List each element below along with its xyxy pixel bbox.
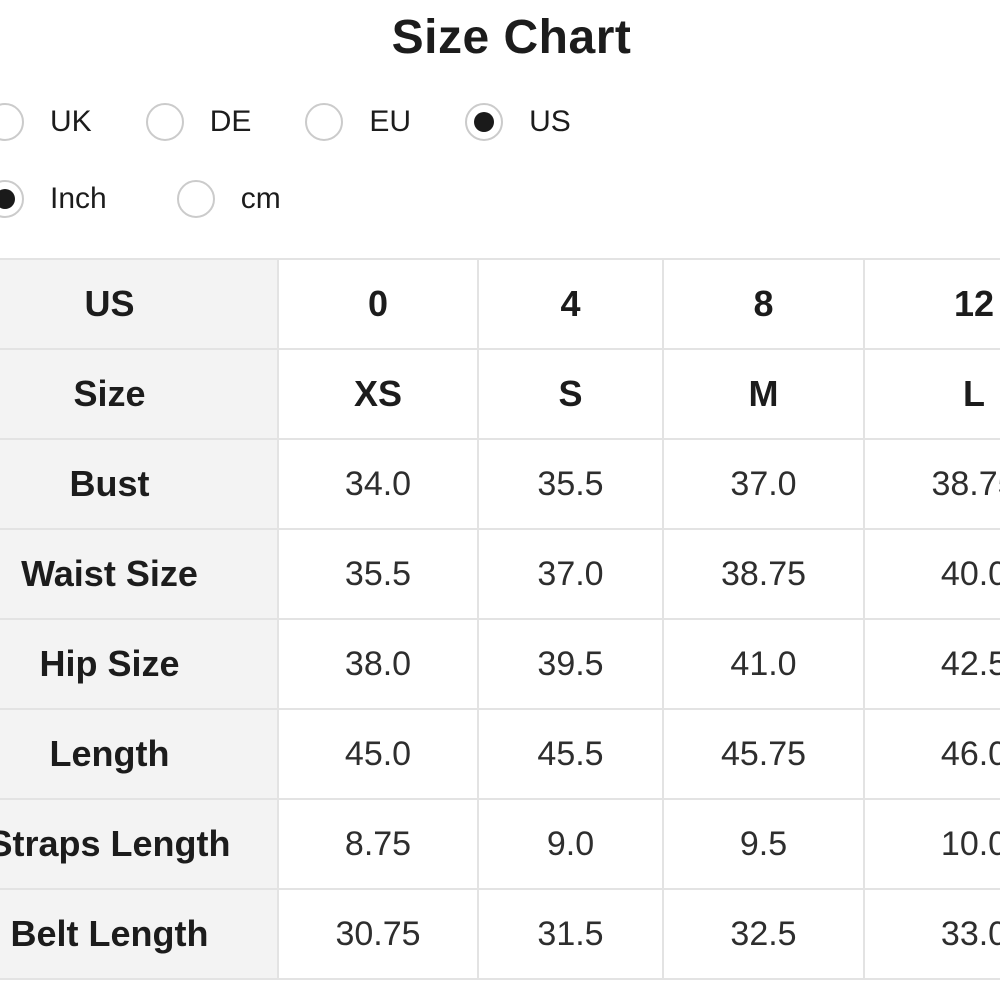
table-row-label: US xyxy=(0,258,279,350)
table-cell: 38.75 xyxy=(863,438,1000,530)
table-cell: 40.0 xyxy=(863,528,1000,620)
table-cell: 41.0 xyxy=(662,618,865,710)
table-cell: S xyxy=(477,348,664,440)
table-row-hip-size: Hip Size 38.0 39.5 41.0 42.5 xyxy=(0,618,1000,710)
radio-button-icon[interactable] xyxy=(0,180,24,218)
table-row-us: US 0 4 8 12 xyxy=(0,258,1000,350)
table-row-waist-size: Waist Size 35.5 37.0 38.75 40.0 xyxy=(0,528,1000,620)
table-cell: L xyxy=(863,348,1000,440)
unit-selector: Inch cm xyxy=(0,180,351,218)
table-row-label: Bust xyxy=(0,438,279,530)
table-cell: 0 xyxy=(277,258,479,350)
radio-button-icon[interactable] xyxy=(0,103,24,141)
table-cell: 45.75 xyxy=(662,708,865,800)
radio-option-label: EU xyxy=(369,105,412,138)
table-cell: 38.75 xyxy=(662,528,865,620)
table-row-belt-length: Belt Length 30.75 31.5 32.5 33.0 xyxy=(0,888,1000,980)
table-row-label: Length xyxy=(0,708,279,800)
table-cell: 9.0 xyxy=(477,798,664,890)
table-cell: 35.5 xyxy=(277,528,479,620)
table-cell: 37.0 xyxy=(662,438,865,530)
table-cell: 30.75 xyxy=(277,888,479,980)
table-row-label: Size xyxy=(0,348,279,440)
table-cell: 38.0 xyxy=(277,618,479,710)
table-cell: M xyxy=(662,348,865,440)
radio-region-eu[interactable]: EU xyxy=(305,103,411,141)
radio-button-icon[interactable] xyxy=(465,103,504,141)
radio-button-icon[interactable] xyxy=(176,180,215,218)
table-cell: 9.5 xyxy=(662,798,865,890)
table-cell: 33.0 xyxy=(863,888,1000,980)
table-cell: 39.5 xyxy=(477,618,664,710)
table-cell: 8 xyxy=(662,258,865,350)
radio-unit-cm[interactable]: cm xyxy=(176,180,281,218)
table-cell: 46.0 xyxy=(863,708,1000,800)
radio-region-de[interactable]: DE xyxy=(145,103,252,141)
radio-unit-inch[interactable]: Inch xyxy=(0,180,107,218)
table-cell: 32.5 xyxy=(662,888,865,980)
table-cell: 37.0 xyxy=(477,528,664,620)
radio-option-label: cm xyxy=(240,182,281,215)
radio-option-label: US xyxy=(529,105,571,138)
radio-button-icon[interactable] xyxy=(305,103,344,141)
table-row-size: Size XS S M L xyxy=(0,348,1000,440)
table-cell: 34.0 xyxy=(277,438,479,530)
table-cell: 45.5 xyxy=(477,708,664,800)
region-selector: UK DE EU US xyxy=(0,103,625,141)
table-cell: 12 xyxy=(863,258,1000,350)
table-row-label: Straps Length xyxy=(0,798,279,890)
table-cell: 4 xyxy=(477,258,664,350)
table-cell: XS xyxy=(277,348,479,440)
page-title: Size Chart xyxy=(391,11,632,64)
table-row-label: Belt Length xyxy=(0,888,279,980)
radio-region-uk[interactable]: UK xyxy=(0,103,92,141)
table-cell: 45.0 xyxy=(277,708,479,800)
table-cell: 8.75 xyxy=(277,798,479,890)
table-row-bust: Bust 34.0 35.5 37.0 38.75 xyxy=(0,438,1000,530)
radio-region-us[interactable]: US xyxy=(465,103,571,141)
table-row-straps-length: Straps Length 8.75 9.0 9.5 10.0 xyxy=(0,798,1000,890)
table-cell: 10.0 xyxy=(863,798,1000,890)
radio-option-label: Inch xyxy=(50,182,107,215)
radio-button-icon[interactable] xyxy=(145,103,184,141)
table-row-length: Length 45.0 45.5 45.75 46.0 xyxy=(0,708,1000,800)
table-cell: 42.5 xyxy=(863,618,1000,710)
radio-option-label: DE xyxy=(209,105,252,138)
radio-option-label: UK xyxy=(50,105,92,138)
table-row-label: Waist Size xyxy=(0,528,279,620)
table-cell: 35.5 xyxy=(477,438,664,530)
table-cell: 31.5 xyxy=(477,888,664,980)
table-row-label: Hip Size xyxy=(0,618,279,710)
size-table: US 0 4 8 12 Size XS S M L Bust 34.0 35.5 xyxy=(0,258,1000,980)
